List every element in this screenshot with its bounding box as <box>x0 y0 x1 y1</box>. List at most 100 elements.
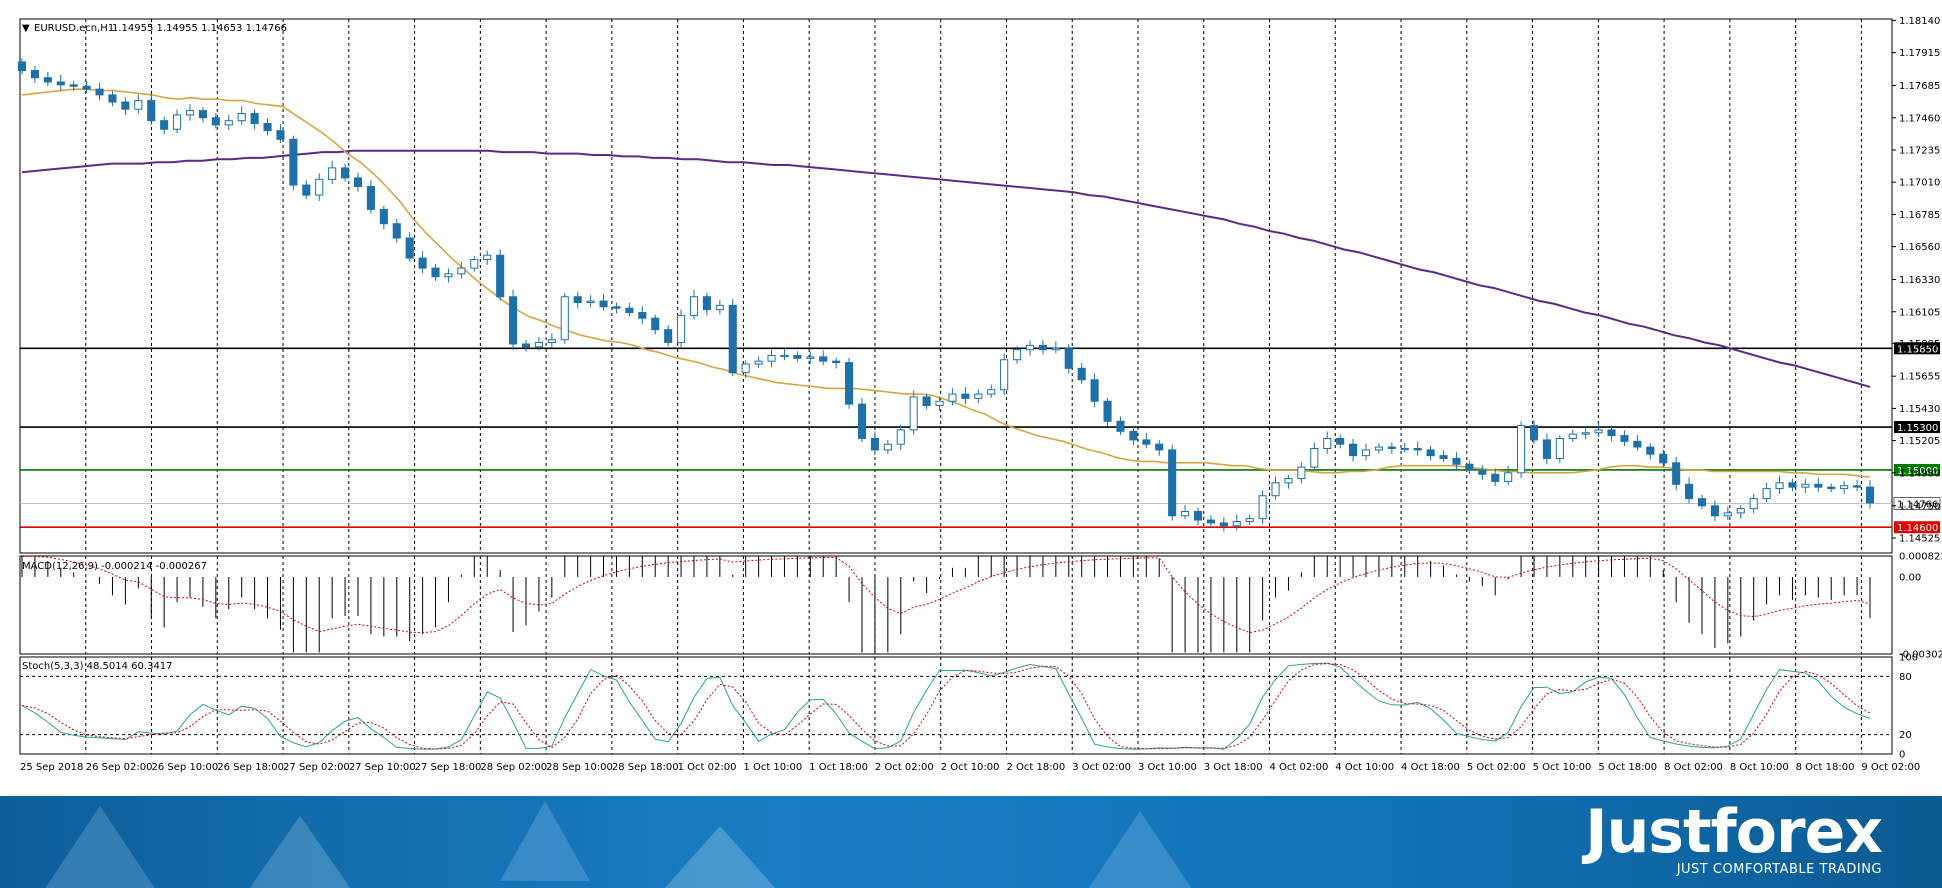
candle-body <box>1620 435 1629 442</box>
candle-body <box>1439 455 1448 460</box>
x-tick-label: 3 Oct 18:00 <box>1204 762 1263 773</box>
candle-body <box>1064 347 1073 369</box>
candle-body <box>1155 443 1164 451</box>
candle-body <box>664 329 673 344</box>
candle-body <box>1400 447 1409 451</box>
stoch-tick-label: 100 <box>1899 653 1918 664</box>
x-tick-label: 1 Oct 18:00 <box>809 762 868 773</box>
candle-body <box>560 296 569 341</box>
candle-body <box>819 356 828 362</box>
candle-body <box>1723 512 1732 517</box>
chart: 1.15850 1.15300 1.15000 1.14600 1.14766 25 S… <box>17 16 1942 773</box>
chart-collapse-icon[interactable]: ▼ <box>22 23 30 34</box>
candle-body <box>1374 446 1383 451</box>
candle-body <box>173 114 182 130</box>
candle-body <box>1452 458 1461 465</box>
candle-body <box>1193 510 1203 521</box>
decor-triangle <box>500 801 590 881</box>
candle-body <box>1258 495 1267 520</box>
candle-body <box>625 307 634 313</box>
candle-body <box>198 110 207 119</box>
candle-body <box>1607 429 1616 437</box>
candle-body <box>1232 521 1241 527</box>
candle-body <box>1271 482 1280 497</box>
candle-body <box>1077 367 1086 381</box>
brand-logo: Justforex JUST COMFORTABLE TRADING <box>1585 800 1883 877</box>
stoch-tick-label: 20 <box>1899 730 1912 741</box>
candle-body <box>651 317 660 331</box>
candle-body <box>418 257 427 269</box>
candle-body <box>366 186 375 210</box>
current-price-label: 1.14766 <box>1897 499 1938 510</box>
candle-body <box>806 356 815 359</box>
x-tick-label: 28 Sep 18:00 <box>612 762 679 773</box>
candle-body <box>728 304 737 374</box>
y-tick-label: 1.14980 <box>1899 468 1940 479</box>
candle-body <box>547 339 556 344</box>
candle-body <box>160 120 169 130</box>
candle-body <box>276 130 285 140</box>
candle-body <box>948 393 957 402</box>
candle-body <box>741 363 750 374</box>
level-price-tag <box>1894 521 1940 534</box>
candle-body <box>1181 510 1190 517</box>
candle-body <box>302 184 311 196</box>
slow-moving-average <box>21 149 1871 388</box>
candle-body <box>30 70 39 79</box>
y-tick-label: 1.15885 <box>1899 339 1940 350</box>
y-tick-label: 1.14750 <box>1899 501 1940 512</box>
candle-body <box>1568 433 1577 439</box>
candle-body <box>1749 498 1758 510</box>
candle-body <box>909 396 918 431</box>
x-tick-label: 2 Oct 02:00 <box>875 762 934 773</box>
candle-body <box>1000 359 1009 391</box>
candle-body <box>17 61 27 72</box>
candle-body <box>1801 483 1810 488</box>
candle-body <box>1581 432 1590 435</box>
macd-tick-label: 0.00 <box>1899 572 1921 583</box>
x-tick-label: 8 Oct 10:00 <box>1730 762 1789 773</box>
candle-body <box>108 94 117 103</box>
candle-body <box>974 393 983 399</box>
decor-triangle <box>640 826 800 888</box>
candle-body <box>845 362 854 405</box>
main-panel <box>19 18 1893 554</box>
candle-body <box>612 306 621 309</box>
candle-body <box>1426 449 1435 457</box>
candle-body <box>832 360 841 364</box>
candle-body <box>883 443 892 451</box>
brand-banner: Justforex JUST COMFORTABLE TRADING <box>0 796 1942 888</box>
candle-body <box>1594 429 1603 434</box>
candle-body <box>1168 449 1177 517</box>
x-tick-label: 4 Oct 02:00 <box>1270 762 1329 773</box>
candle-body <box>1013 349 1022 361</box>
y-tick-label: 1.14525 <box>1899 533 1940 544</box>
candle-body <box>1284 478 1293 484</box>
ohlc-label: 1.14955 1.14955 1.14653 1.14766 <box>112 23 287 34</box>
candle-body <box>56 81 65 86</box>
candle-body <box>702 296 711 311</box>
y-tick-label: 1.17915 <box>1899 48 1940 59</box>
candle-body <box>69 84 78 87</box>
x-tick-label: 5 Oct 18:00 <box>1598 762 1657 773</box>
candle-body <box>328 167 337 180</box>
y-tick-label: 1.17460 <box>1899 113 1940 124</box>
candle-body <box>1219 522 1228 527</box>
candle-body <box>353 177 363 188</box>
y-tick-label: 1.17010 <box>1899 178 1940 189</box>
candle-body <box>1413 447 1422 451</box>
x-tick-label: 1 Oct 10:00 <box>743 762 802 773</box>
x-tick-label: 4 Oct 10:00 <box>1335 762 1394 773</box>
x-tick-label: 9 Oct 02:00 <box>1861 762 1920 773</box>
candle-body <box>987 389 996 395</box>
candle-body <box>1788 482 1797 488</box>
fast-moving-average <box>21 88 1871 478</box>
candle-body <box>1491 473 1500 482</box>
candle-body <box>457 267 466 275</box>
candle-body <box>315 178 324 196</box>
candle-body <box>1633 440 1642 448</box>
candle-body <box>392 223 401 239</box>
y-tick-label: 1.18140 <box>1899 16 1940 27</box>
level-price-label: 1.14600 <box>1897 523 1938 534</box>
candle-body <box>263 123 272 132</box>
